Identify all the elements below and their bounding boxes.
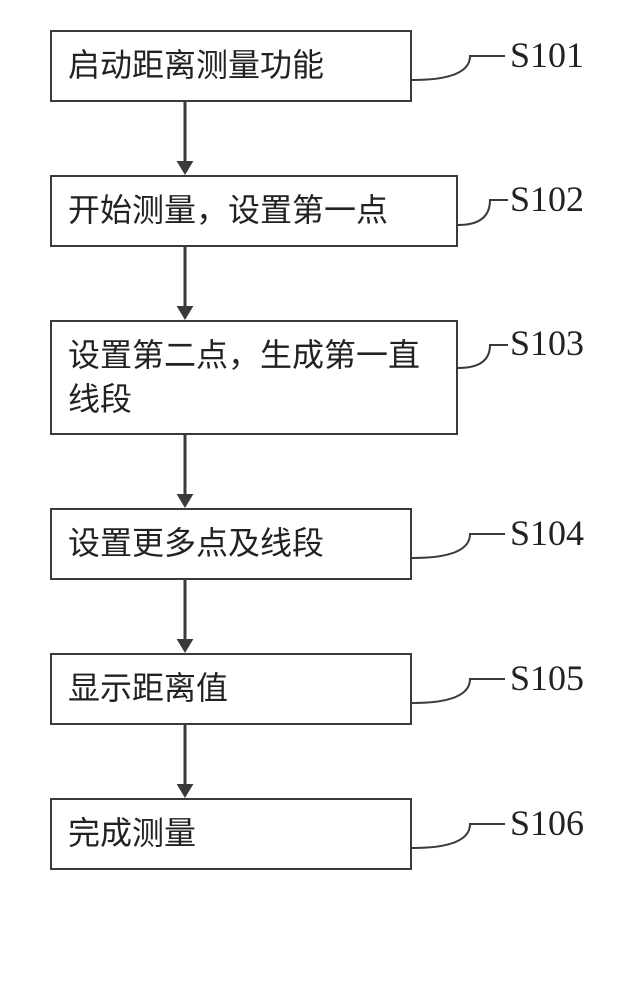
flow-arrow-4	[165, 725, 205, 802]
step-label-s102: S102	[510, 178, 584, 220]
flowchart-step-s103: 设置第二点，生成第一直线段	[50, 320, 458, 435]
flow-arrow-3	[165, 580, 205, 657]
step-text: 完成测量	[68, 812, 196, 855]
flowchart-step-s104: 设置更多点及线段	[50, 508, 412, 580]
step-label-s106: S106	[510, 802, 584, 844]
step-label-s105: S105	[510, 657, 584, 699]
flowchart-step-s105: 显示距离值	[50, 653, 412, 725]
step-text: 设置第二点，生成第一直线段	[68, 334, 440, 420]
flow-arrow-0	[165, 102, 205, 179]
step-text: 显示距离值	[68, 667, 228, 710]
step-text: 启动距离测量功能	[68, 44, 324, 87]
step-text: 设置更多点及线段	[68, 522, 324, 565]
flow-arrow-1	[165, 247, 205, 324]
step-label-s104: S104	[510, 512, 584, 554]
flowchart-step-s101: 启动距离测量功能	[50, 30, 412, 102]
step-text: 开始测量，设置第一点	[68, 189, 388, 232]
flowchart-step-s106: 完成测量	[50, 798, 412, 870]
step-label-s101: S101	[510, 34, 584, 76]
flow-arrow-2	[165, 435, 205, 512]
step-label-s103: S103	[510, 322, 584, 364]
flowchart-step-s102: 开始测量，设置第一点	[50, 175, 458, 247]
